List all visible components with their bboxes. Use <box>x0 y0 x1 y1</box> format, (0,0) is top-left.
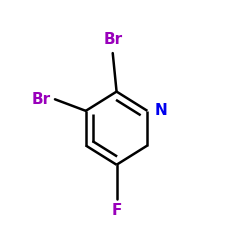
Text: Br: Br <box>32 92 51 107</box>
Text: N: N <box>155 103 168 118</box>
Text: F: F <box>112 203 122 218</box>
Text: Br: Br <box>103 32 122 47</box>
